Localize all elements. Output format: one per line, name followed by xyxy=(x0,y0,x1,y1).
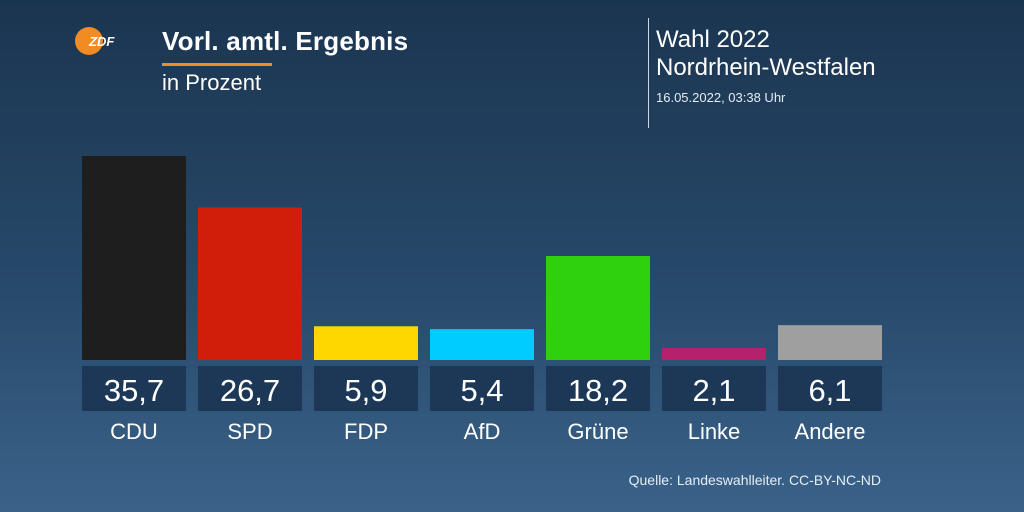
bar-andere xyxy=(778,325,882,360)
data-label-gr-ne: 18,2 xyxy=(568,373,628,408)
category-label-linke: Linke xyxy=(688,419,741,444)
bar-gr-ne xyxy=(546,256,650,360)
header-divider xyxy=(648,18,649,128)
title-underline xyxy=(162,63,272,66)
value-box-andere xyxy=(778,366,882,411)
value-box-gr-ne xyxy=(546,366,650,411)
data-label-cdu: 35,7 xyxy=(104,373,164,408)
bar-fdp xyxy=(314,326,418,360)
data-label-spd: 26,7 xyxy=(220,373,280,408)
bar-spd xyxy=(198,207,302,360)
election-name: Wahl 2022 xyxy=(656,26,770,53)
category-label-spd: SPD xyxy=(227,419,272,444)
election-info: Wahl 2022 Nordrhein-Westfalen xyxy=(656,26,876,82)
election-region: Nordrhein-Westfalen xyxy=(656,54,876,81)
value-box-cdu xyxy=(82,366,186,411)
category-label-afd: AfD xyxy=(464,419,501,444)
source-note: Quelle: Landeswahlleiter. CC-BY-NC-ND xyxy=(628,472,881,488)
chart-subtitle: in Prozent xyxy=(162,70,262,95)
data-label-linke: 2,1 xyxy=(692,373,735,408)
data-label-afd: 5,4 xyxy=(460,373,503,408)
category-label-gr-ne: Grüne xyxy=(567,419,628,444)
value-box-afd xyxy=(430,366,534,411)
data-label-andere: 6,1 xyxy=(808,373,851,408)
chart-title: Vorl. amtl. Ergebnis xyxy=(162,26,409,56)
zdf-logo: ZDF xyxy=(75,27,115,55)
zdf-logo-text: ZDF xyxy=(88,34,115,49)
category-label-andere: Andere xyxy=(795,419,866,444)
value-box-fdp xyxy=(314,366,418,411)
bar-afd xyxy=(430,329,534,360)
category-label-cdu: CDU xyxy=(110,419,158,444)
value-box-spd xyxy=(198,366,302,411)
bar-cdu xyxy=(82,156,186,360)
bar-linke xyxy=(662,348,766,360)
value-box-linke xyxy=(662,366,766,411)
category-label-fdp: FDP xyxy=(344,419,388,444)
result-timestamp: 16.05.2022, 03:38 Uhr xyxy=(656,90,786,105)
data-label-fdp: 5,9 xyxy=(344,373,387,408)
